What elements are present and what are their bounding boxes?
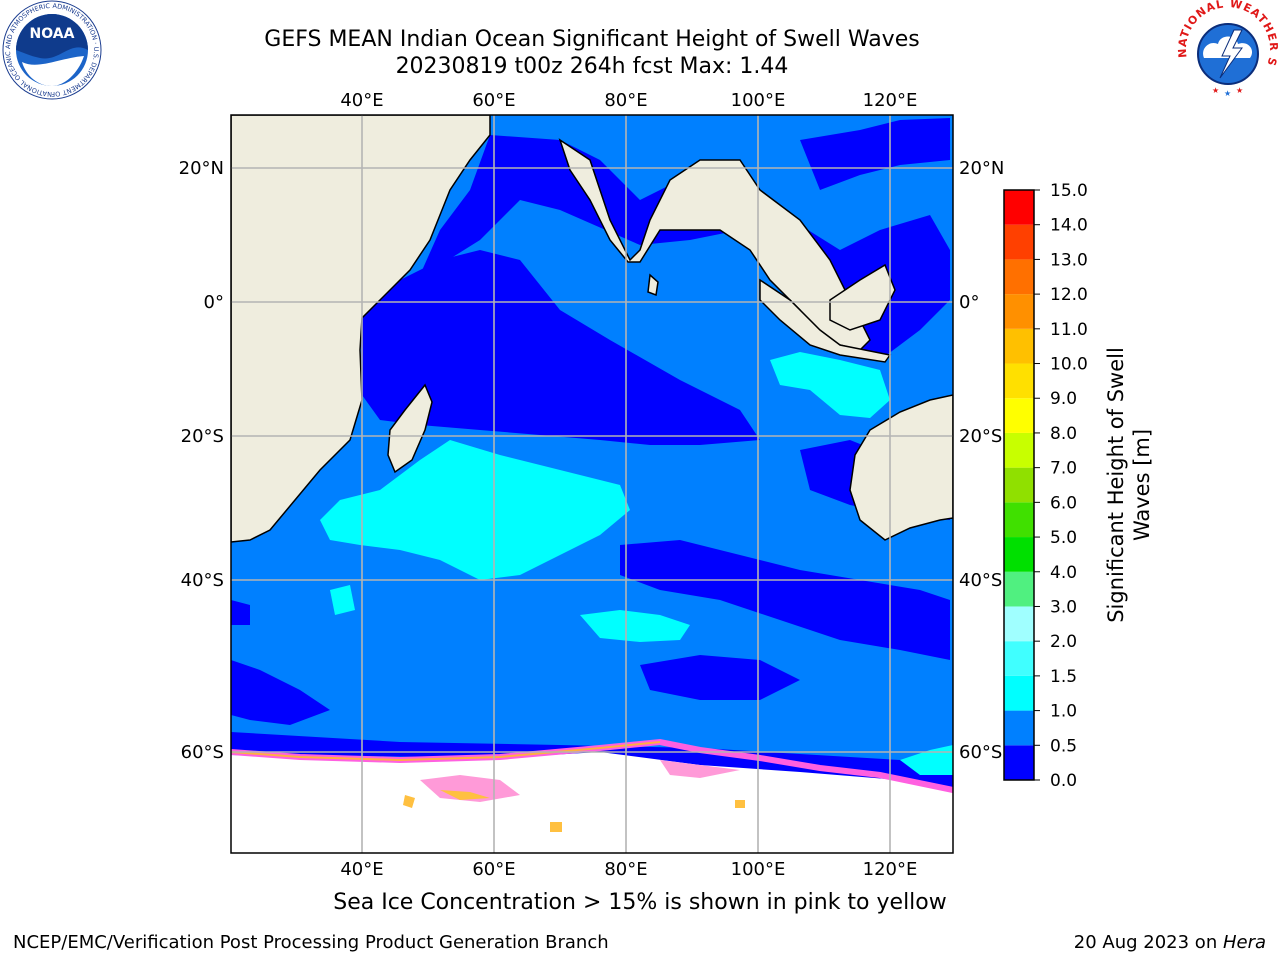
colorbar-segment xyxy=(1004,432,1034,468)
colorbar-segment xyxy=(1004,363,1034,399)
colorbar-segment xyxy=(1004,224,1034,260)
lon-label: 60°E xyxy=(472,90,515,111)
sea-ice-note: Sea Ice Concentration > 15% is shown in … xyxy=(333,890,947,915)
lon-label: 60°E xyxy=(472,859,515,880)
colorbar-tick-label: 11.0 xyxy=(1050,320,1088,340)
svg-text:★: ★ xyxy=(1236,86,1243,95)
colorbar-tick-label: 2.0 xyxy=(1050,632,1077,652)
colorbar-segment xyxy=(1004,710,1034,746)
lat-label: 0° xyxy=(204,292,224,313)
colorbar-segment xyxy=(1004,502,1034,538)
map-frame xyxy=(230,114,954,854)
colorbar-segment xyxy=(1004,675,1034,711)
colorbar-tick-label: 0.5 xyxy=(1050,736,1077,756)
lat-label: 40°S xyxy=(181,570,224,591)
colorbar-tick-label: 15.0 xyxy=(1050,181,1088,201)
noaa-logo: NATIONAL OCEANIC AND ATMOSPHERIC ADMINIS… xyxy=(0,0,102,100)
lon-label: 40°E xyxy=(340,90,383,111)
lon-label: 120°E xyxy=(863,90,918,111)
colorbar-tick-label: 1.0 xyxy=(1050,702,1077,722)
lon-label: 40°E xyxy=(340,859,383,880)
lat-labels-left: 20°N 0° 20°S 40°S 60°S xyxy=(179,158,224,763)
colorbar-segment xyxy=(1004,641,1034,676)
svg-text:NOAA: NOAA xyxy=(30,26,75,42)
colorbar-segment xyxy=(1004,259,1034,295)
colorbar-segment xyxy=(1004,467,1034,503)
generation-date-text: 20 Aug 2023 on xyxy=(1073,932,1223,953)
lon-label: 80°E xyxy=(604,859,647,880)
colorbar-tick-label: 6.0 xyxy=(1050,493,1077,513)
sea-ice-area xyxy=(231,752,953,853)
lon-label: 120°E xyxy=(863,859,918,880)
producer-credit: NCEP/EMC/Verification Post Processing Pr… xyxy=(13,932,609,953)
colorbar-tick-label: 12.0 xyxy=(1050,285,1088,305)
lat-label: 60°S xyxy=(959,742,1002,763)
colorbar-tick-label: 8.0 xyxy=(1050,424,1077,444)
lon-label: 80°E xyxy=(604,90,647,111)
lon-label: 100°E xyxy=(731,90,786,111)
colorbar-label-line2: Waves [m] xyxy=(1130,429,1154,541)
svg-text:★: ★ xyxy=(1224,89,1231,98)
colorbar-tick-label: 7.0 xyxy=(1050,459,1077,479)
swell-mid-regions xyxy=(320,352,953,775)
nws-logo: NATIONAL WEATHER SERVICE ★ ★ ★ xyxy=(1176,0,1279,98)
colorbar-segment xyxy=(1004,606,1034,642)
colorbar-segment xyxy=(1004,294,1034,329)
lat-label: 20°S xyxy=(959,426,1002,447)
colorbar-tick-label: 1.5 xyxy=(1050,667,1077,687)
colorbar-tick-label: 10.0 xyxy=(1050,355,1088,375)
colorbar-tick-label: 0.0 xyxy=(1050,771,1077,791)
lat-label: 20°S xyxy=(181,426,224,447)
lat-label: 40°S xyxy=(959,570,1002,591)
colorbar-label: Significant Height of Swell Waves [m] xyxy=(1104,347,1154,623)
colorbar-label-line1: Significant Height of Swell xyxy=(1104,347,1128,623)
host-name: Hera xyxy=(1222,932,1266,953)
generation-date: 20 Aug 2023 on Hera xyxy=(1074,932,1266,953)
colorbar-frame xyxy=(1003,189,1035,781)
colorbar-segment xyxy=(1004,745,1034,780)
lat-label: 60°S xyxy=(181,742,224,763)
lon-labels-bottom: 40°E 60°E 80°E 100°E 120°E xyxy=(340,859,917,880)
colorbar-tick-label: 4.0 xyxy=(1050,563,1077,583)
colorbar-tick-label: 13.0 xyxy=(1050,250,1088,270)
lon-label: 100°E xyxy=(731,859,786,880)
colorbar-segment xyxy=(1004,328,1034,364)
sea-ice-edge xyxy=(231,738,953,832)
svg-text:★: ★ xyxy=(1212,86,1219,95)
lon-labels-top: 40°E 60°E 80°E 100°E 120°E xyxy=(340,90,917,111)
map-plot-area xyxy=(231,115,953,853)
colorbar-tick-label: 3.0 xyxy=(1050,597,1077,617)
colorbar-tick-label: 14.0 xyxy=(1050,216,1088,236)
lat-label: 0° xyxy=(959,292,979,313)
colorbar: 0.0 0.5 1.0 1.5 2.0 3.0 4.0 5.0 6.0 7.0 8.0 9.0 10.0… xyxy=(1003,181,1088,791)
map-subtitle: 20230819 t00z 264h fcst Max: 1.44 xyxy=(395,54,789,79)
lat-label: 20°N xyxy=(959,158,1004,179)
graticule xyxy=(231,115,953,853)
colorbar-tick-label: 5.0 xyxy=(1050,528,1077,548)
colorbar-segment xyxy=(1004,537,1034,572)
colorbar-segment xyxy=(1004,571,1034,607)
colorbar-tick-label: 9.0 xyxy=(1050,389,1077,409)
map-title: GEFS MEAN Indian Ocean Significant Heigh… xyxy=(264,27,920,52)
lat-labels-right: 20°N 0° 20°S 40°S 60°S xyxy=(959,158,1004,763)
colorbar-segment xyxy=(1004,398,1034,433)
lat-label: 20°N xyxy=(179,158,224,179)
colorbar-segment xyxy=(1004,190,1034,225)
